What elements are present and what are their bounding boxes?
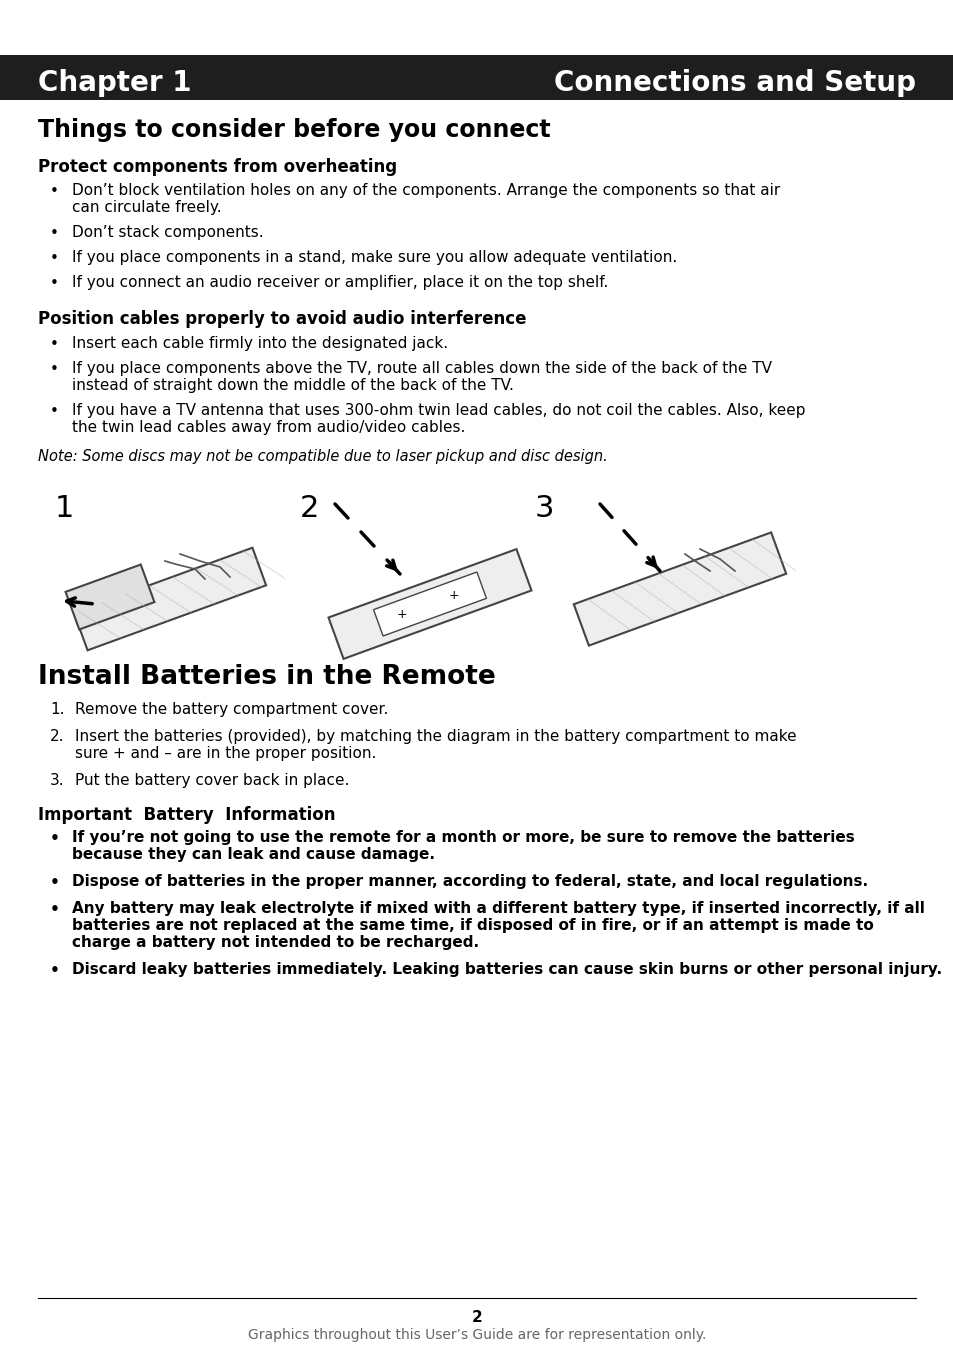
Text: Protect components from overheating: Protect components from overheating: [38, 158, 396, 176]
Text: Insert each cable firmly into the designated jack.: Insert each cable firmly into the design…: [71, 337, 448, 352]
Text: instead of straight down the middle of the back of the TV.: instead of straight down the middle of t…: [71, 379, 514, 393]
Text: Remove the battery compartment cover.: Remove the battery compartment cover.: [75, 702, 388, 717]
Text: sure + and – are in the proper position.: sure + and – are in the proper position.: [75, 746, 376, 761]
Polygon shape: [328, 549, 531, 658]
Text: can circulate freely.: can circulate freely.: [71, 200, 221, 215]
Text: Graphics throughout this User’s Guide are for representation only.: Graphics throughout this User’s Guide ar…: [248, 1328, 705, 1343]
Text: •: •: [50, 875, 60, 890]
Bar: [0, 55, 953, 100]
Polygon shape: [66, 565, 154, 630]
Text: •: •: [50, 963, 60, 977]
Text: Insert the batteries (provided), by matching the diagram in the battery compartm: Insert the batteries (provided), by matc…: [75, 729, 796, 744]
Text: Put the battery cover back in place.: Put the battery cover back in place.: [75, 773, 349, 788]
Text: 3: 3: [535, 493, 554, 523]
Text: charge a battery not intended to be recharged.: charge a battery not intended to be rech…: [71, 936, 478, 950]
Text: 2: 2: [299, 493, 319, 523]
Text: •: •: [50, 251, 59, 266]
Text: because they can leak and cause damage.: because they can leak and cause damage.: [71, 846, 435, 863]
Text: •: •: [50, 831, 60, 846]
Text: •: •: [50, 184, 59, 199]
Polygon shape: [573, 533, 785, 646]
Text: •: •: [50, 226, 59, 241]
Text: Chapter 1: Chapter 1: [38, 69, 192, 97]
Text: the twin lead cables away from audio/video cables.: the twin lead cables away from audio/vid…: [71, 420, 465, 435]
Text: +: +: [396, 608, 407, 621]
Text: If you place components above the TV, route all cables down the side of the back: If you place components above the TV, ro…: [71, 361, 771, 376]
Text: Things to consider before you connect: Things to consider before you connect: [38, 118, 550, 142]
Text: If you’re not going to use the remote for a month or more, be sure to remove the: If you’re not going to use the remote fo…: [71, 830, 854, 845]
Text: •: •: [50, 362, 59, 377]
Text: Don’t block ventilation holes on any of the components. Arrange the components s: Don’t block ventilation holes on any of …: [71, 183, 780, 197]
Text: +: +: [448, 589, 458, 602]
Text: Position cables properly to avoid audio interference: Position cables properly to avoid audio …: [38, 310, 526, 329]
Text: •: •: [50, 337, 59, 352]
Text: Install Batteries in the Remote: Install Batteries in the Remote: [38, 664, 496, 690]
Text: 3.: 3.: [50, 773, 65, 788]
Polygon shape: [73, 548, 266, 650]
Text: batteries are not replaced at the same time, if disposed of in fire, or if an at: batteries are not replaced at the same t…: [71, 918, 873, 933]
Text: Important  Battery  Information: Important Battery Information: [38, 806, 335, 823]
Text: Discard leaky batteries immediately. Leaking batteries can cause skin burns or o: Discard leaky batteries immediately. Lea…: [71, 963, 942, 977]
Polygon shape: [374, 572, 486, 635]
Text: Don’t stack components.: Don’t stack components.: [71, 224, 263, 241]
Text: Connections and Setup: Connections and Setup: [554, 69, 915, 97]
Text: 2.: 2.: [50, 729, 65, 744]
Text: Dispose of batteries in the proper manner, according to federal, state, and loca: Dispose of batteries in the proper manne…: [71, 873, 867, 890]
Text: •: •: [50, 404, 59, 419]
Text: Note: Some discs may not be compatible due to laser pickup and disc design.: Note: Some discs may not be compatible d…: [38, 449, 607, 464]
Text: 1.: 1.: [50, 702, 65, 717]
Text: Any battery may leak electrolyte if mixed with a different battery type, if inse: Any battery may leak electrolyte if mixe…: [71, 900, 923, 917]
Text: •: •: [50, 276, 59, 291]
Text: 1: 1: [55, 493, 74, 523]
Text: If you have a TV antenna that uses 300-ohm twin lead cables, do not coil the cab: If you have a TV antenna that uses 300-o…: [71, 403, 804, 418]
Text: 2: 2: [471, 1310, 482, 1325]
Text: If you connect an audio receiver or amplifier, place it on the top shelf.: If you connect an audio receiver or ampl…: [71, 274, 608, 289]
Text: •: •: [50, 902, 60, 917]
Text: If you place components in a stand, make sure you allow adequate ventilation.: If you place components in a stand, make…: [71, 250, 677, 265]
